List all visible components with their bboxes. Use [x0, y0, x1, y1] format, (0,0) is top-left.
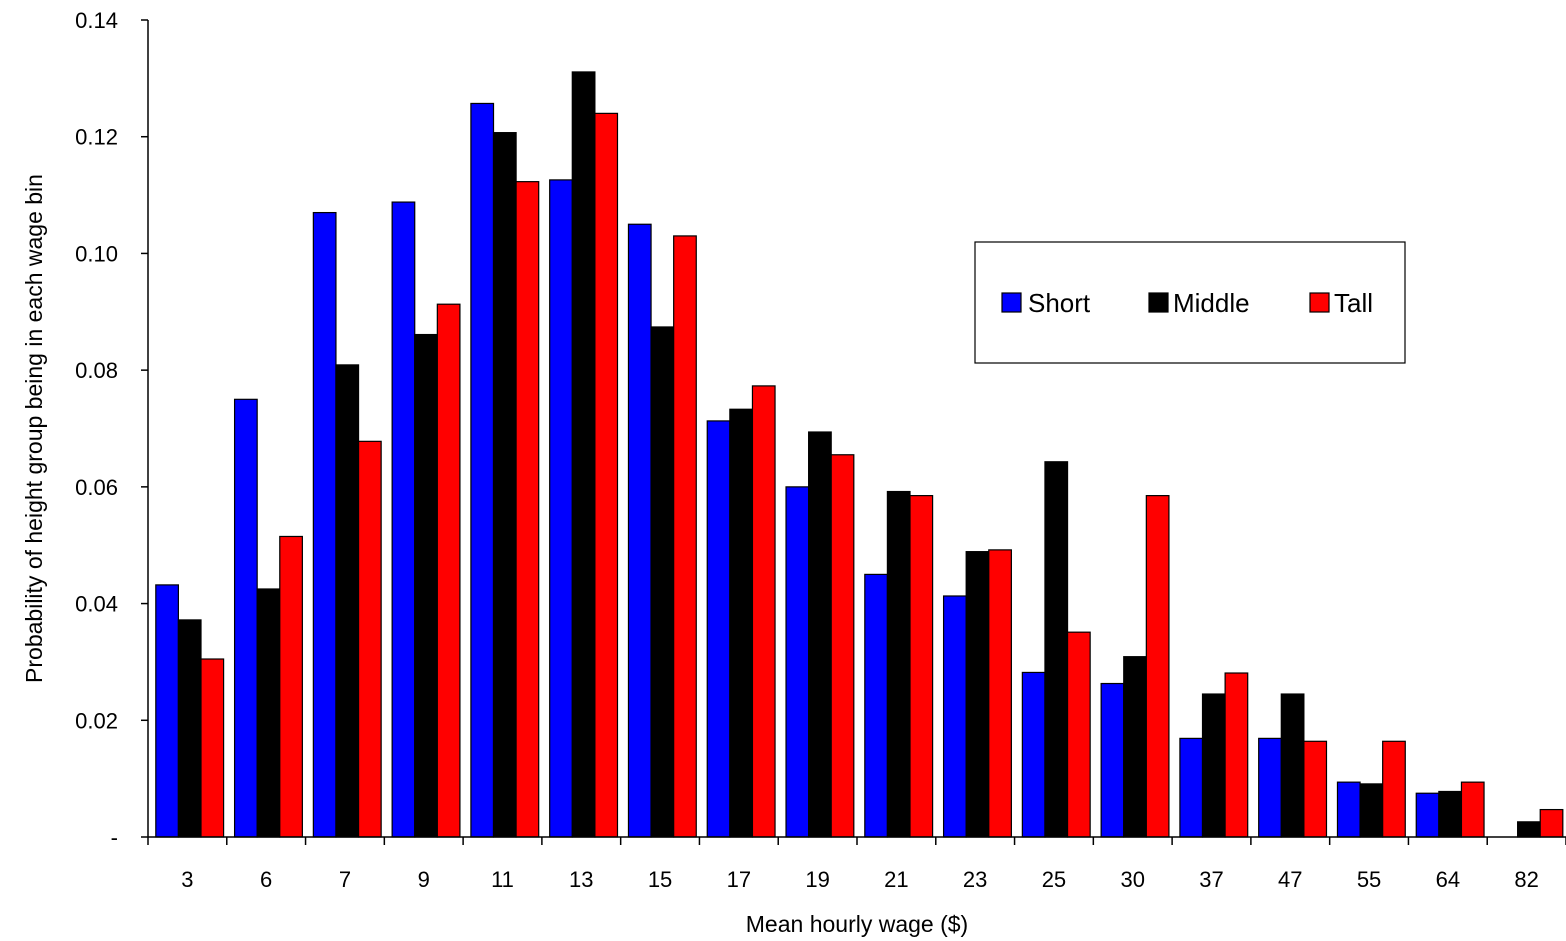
bar-middle-15 — [650, 326, 675, 838]
bar-tall-3 — [200, 658, 225, 838]
bar-tall-19 — [830, 454, 855, 838]
x-tick-label: 82 — [1514, 867, 1538, 892]
x-ticks: 3 6 7 9 11 13 15 17 19 21 23 25 30 37 47 55 64 82 — [147, 837, 1566, 892]
bar-middle-21 — [886, 490, 911, 838]
x-tick-label: 3 — [181, 867, 193, 892]
bar-middle-23 — [965, 551, 990, 838]
x-tick-label: 64 — [1436, 867, 1460, 892]
bar-tall-9 — [436, 303, 461, 838]
bar-middle-82 — [1517, 821, 1541, 838]
bar-tall-64 — [1460, 781, 1485, 838]
legend-label-short: Short — [1028, 288, 1091, 318]
bar-short-6 — [233, 398, 258, 838]
x-tick-label: 6 — [260, 867, 272, 892]
x-tick-label: 37 — [1199, 867, 1223, 892]
bar-middle-64 — [1438, 790, 1463, 838]
bar-short-21 — [864, 573, 888, 838]
bar-short-3 — [155, 584, 180, 838]
bar-middle-6 — [256, 588, 281, 838]
bar-short-15 — [627, 223, 652, 838]
bar-middle-17 — [729, 408, 754, 838]
legend-swatch-middle — [1148, 292, 1169, 313]
bar-middle-13 — [571, 71, 596, 838]
x-axis-title: Mean hourly wage ($) — [746, 911, 968, 937]
bar-middle-37 — [1201, 693, 1226, 838]
x-tick-label: 17 — [727, 867, 751, 892]
bar-middle-47 — [1280, 693, 1305, 838]
legend: Short Middle Tall — [974, 241, 1406, 364]
bars-layer — [155, 71, 1564, 838]
bar-middle-11 — [492, 132, 517, 838]
bar-middle-30 — [1123, 656, 1147, 838]
bar-short-19 — [785, 486, 810, 838]
bar-short-11 — [470, 102, 495, 838]
bar-tall-47 — [1303, 740, 1328, 838]
x-tick-label: 19 — [805, 867, 829, 892]
bar-middle-19 — [808, 431, 832, 838]
x-tick-label: 47 — [1278, 867, 1302, 892]
bar-tall-15 — [673, 235, 697, 838]
bar-tall-17 — [751, 385, 776, 838]
bar-tall-55 — [1382, 740, 1406, 838]
legend-swatch-tall — [1309, 292, 1330, 313]
x-tick-label: 23 — [963, 867, 987, 892]
bar-tall-7 — [357, 440, 382, 838]
bar-short-23 — [942, 595, 967, 838]
bar-short-64 — [1415, 792, 1440, 838]
legend-swatch-short — [1001, 292, 1022, 313]
bar-short-55 — [1336, 781, 1361, 838]
legend-label-tall: Tall — [1334, 288, 1373, 318]
bar-short-13 — [549, 179, 573, 838]
y-tick-label: 0.06 — [75, 475, 118, 500]
x-tick-label: 15 — [648, 867, 672, 892]
x-tick-label: 30 — [1120, 867, 1144, 892]
bar-tall-23 — [988, 549, 1012, 838]
x-tick-label: 9 — [418, 867, 430, 892]
bar-tall-11 — [515, 181, 540, 838]
bar-tall-6 — [279, 535, 303, 838]
bar-short-37 — [1179, 737, 1204, 838]
legend-box — [974, 241, 1406, 364]
x-tick-label: 25 — [1042, 867, 1066, 892]
bar-middle-25 — [1044, 461, 1069, 838]
y-tick-label: - — [111, 825, 118, 850]
y-tick-label: 0.12 — [75, 125, 118, 150]
y-tick-label: 0.10 — [75, 241, 118, 266]
bar-middle-7 — [335, 364, 360, 838]
y-tick-label: 0.08 — [75, 358, 118, 383]
y-tick-label: 0.04 — [75, 592, 118, 617]
bar-short-7 — [312, 211, 337, 838]
y-tick-label: 0.02 — [75, 708, 118, 733]
bar-short-9 — [391, 201, 416, 838]
bar-middle-55 — [1359, 783, 1384, 838]
bar-tall-82 — [1539, 808, 1564, 838]
bar-middle-3 — [177, 619, 202, 838]
legend-label-middle: Middle — [1173, 288, 1250, 318]
bar-short-30 — [1100, 682, 1125, 838]
bar-tall-25 — [1066, 631, 1091, 838]
bar-short-25 — [1021, 671, 1046, 838]
x-tick-label: 55 — [1357, 867, 1381, 892]
x-tick-label: 7 — [339, 867, 351, 892]
y-tick-label: 0.14 — [75, 8, 118, 33]
x-tick-label: 21 — [884, 867, 908, 892]
bar-tall-30 — [1145, 495, 1170, 838]
bar-tall-13 — [594, 112, 619, 838]
x-tick-label: 11 — [491, 867, 514, 892]
x-tick-label: 13 — [569, 867, 593, 892]
bar-tall-37 — [1224, 672, 1249, 838]
bar-short-47 — [1258, 737, 1282, 838]
bar-short-17 — [706, 420, 731, 838]
y-axis-title: Probability of height group being in eac… — [21, 174, 47, 683]
bar-middle-9 — [414, 333, 438, 838]
y-ticks: - 0.02 0.04 0.06 0.08 0.10 0.12 0.14 — [75, 8, 148, 850]
bar-tall-21 — [909, 495, 934, 838]
